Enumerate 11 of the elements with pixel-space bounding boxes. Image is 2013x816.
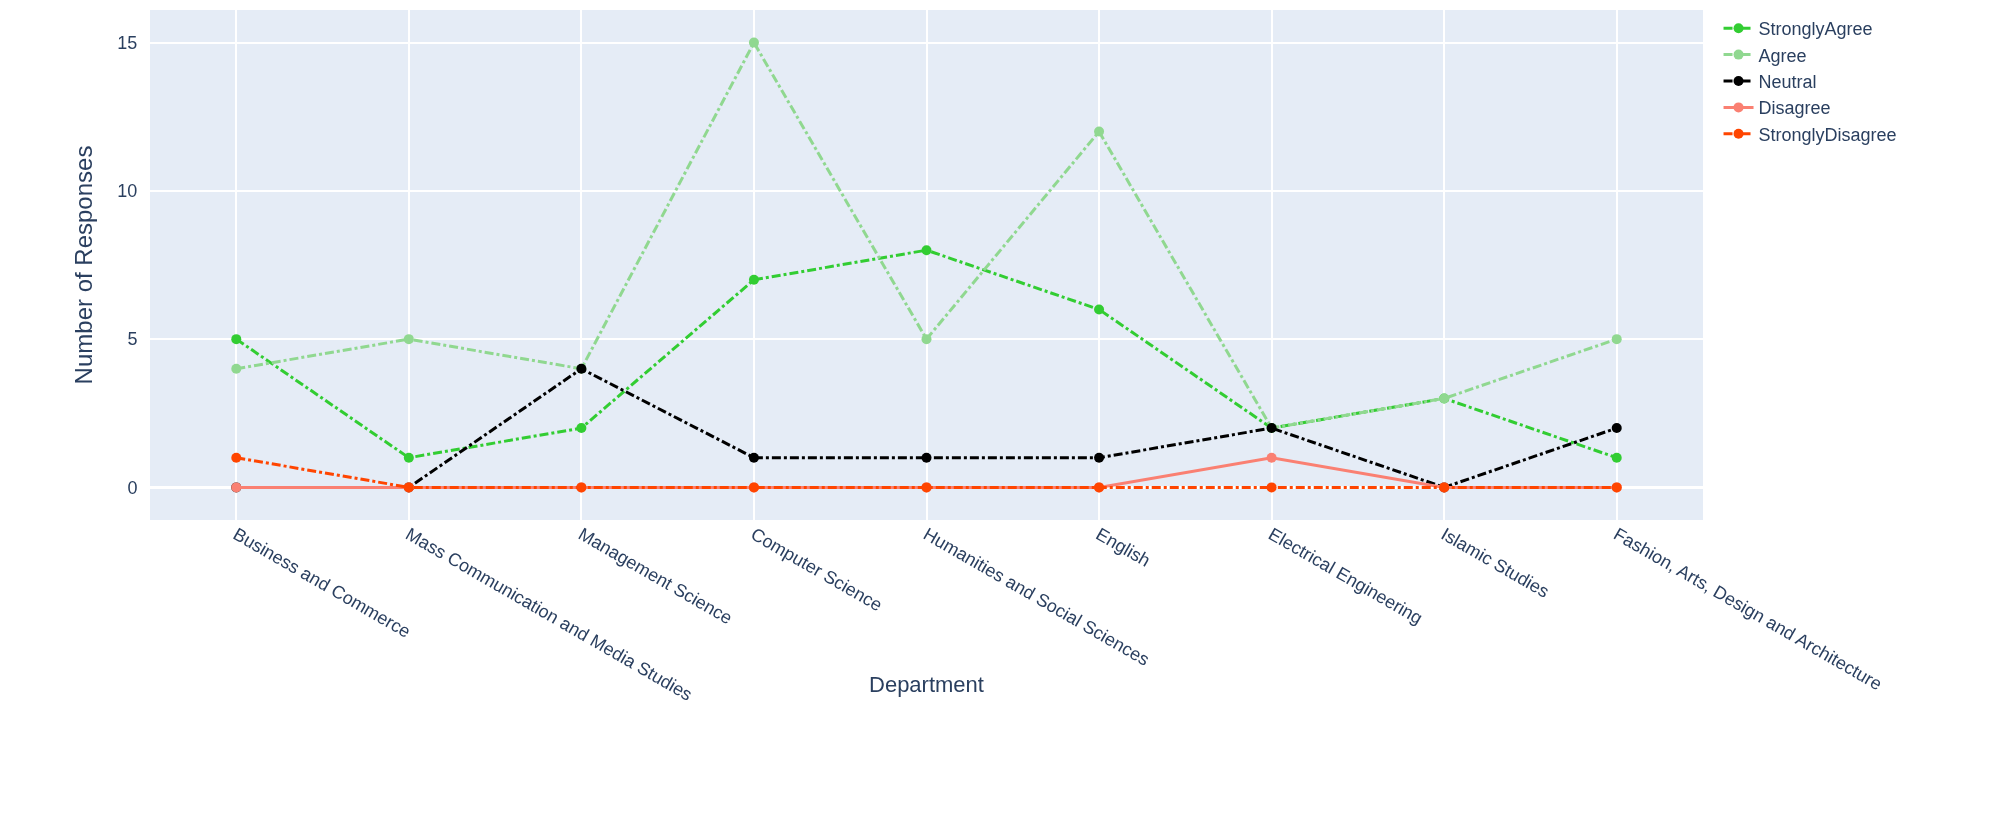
legend-label: StronglyAgree [1758,19,1873,40]
legend-label: Neutral [1758,72,1817,93]
legend-label: Disagree [1758,98,1831,119]
y-tick-label: 10 [117,181,138,202]
legend-label: Agree [1758,45,1807,66]
y-tick-label: 0 [127,477,138,498]
y-axis-title: Number of Responses [70,145,97,385]
legend-label: StronglyDisagree [1758,124,1897,145]
y-tick-label: 15 [117,32,138,53]
x-axis-title: Department [869,671,984,697]
y-tick-label: 5 [127,329,138,350]
